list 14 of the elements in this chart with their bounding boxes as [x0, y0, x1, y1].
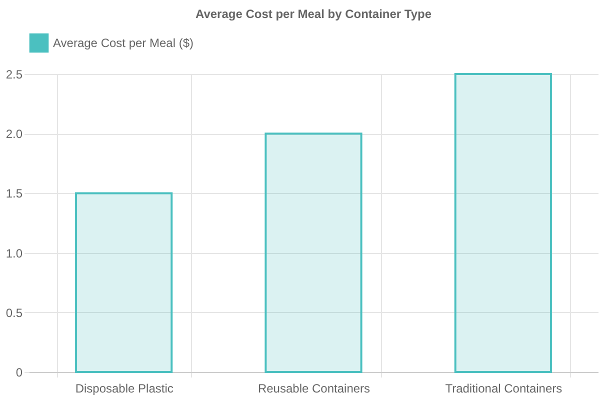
- bar: [264, 132, 362, 373]
- y-tick-label: 2.0: [6, 127, 23, 142]
- bar: [454, 73, 552, 373]
- y-tick-label: 1.5: [6, 186, 23, 201]
- x-tick-label: Reusable Containers: [258, 382, 370, 396]
- x-tick-label: Disposable Plastic: [75, 382, 174, 396]
- y-tick-label: 1.0: [6, 246, 23, 260]
- bar: [75, 192, 173, 373]
- y-tick-label: 0: [16, 366, 23, 380]
- y-tick-label: 0.5: [6, 306, 23, 320]
- x-tick-label: Traditional Containers: [445, 382, 562, 396]
- legend-label: Average Cost per Meal ($): [53, 36, 194, 50]
- chart-title: Average Cost per Meal by Container Type: [195, 7, 432, 21]
- y-tick-label: 2.5: [6, 68, 23, 82]
